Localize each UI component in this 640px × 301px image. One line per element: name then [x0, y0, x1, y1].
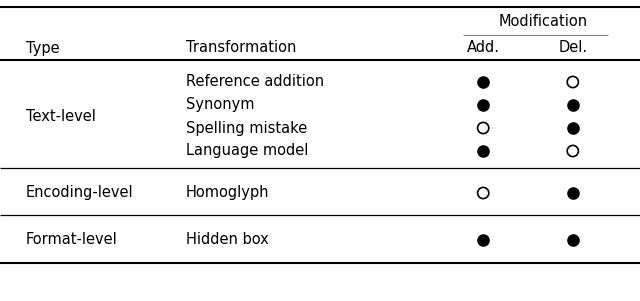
Text: Homoglyph: Homoglyph [186, 185, 269, 200]
Point [478, 191, 488, 195]
Text: Synonym: Synonym [186, 98, 254, 113]
Point [478, 126, 488, 130]
Text: Language model: Language model [186, 144, 308, 159]
Point [568, 149, 578, 154]
Point [478, 79, 488, 84]
Point [568, 237, 578, 242]
Point [568, 191, 578, 195]
Point [478, 149, 488, 154]
Point [568, 126, 578, 130]
Text: Type: Type [26, 41, 60, 55]
Text: Text-level: Text-level [26, 109, 95, 124]
Text: Encoding-level: Encoding-level [26, 185, 133, 200]
Text: Del.: Del. [558, 41, 588, 55]
Point [478, 237, 488, 242]
Point [568, 79, 578, 84]
Point [478, 103, 488, 107]
Text: Spelling mistake: Spelling mistake [186, 120, 307, 135]
Text: Reference addition: Reference addition [186, 75, 324, 89]
Point [568, 103, 578, 107]
Text: Transformation: Transformation [186, 41, 296, 55]
Text: Modification: Modification [499, 14, 588, 29]
Text: Format-level: Format-level [26, 232, 117, 247]
Text: Add.: Add. [467, 41, 500, 55]
Text: Hidden box: Hidden box [186, 232, 268, 247]
